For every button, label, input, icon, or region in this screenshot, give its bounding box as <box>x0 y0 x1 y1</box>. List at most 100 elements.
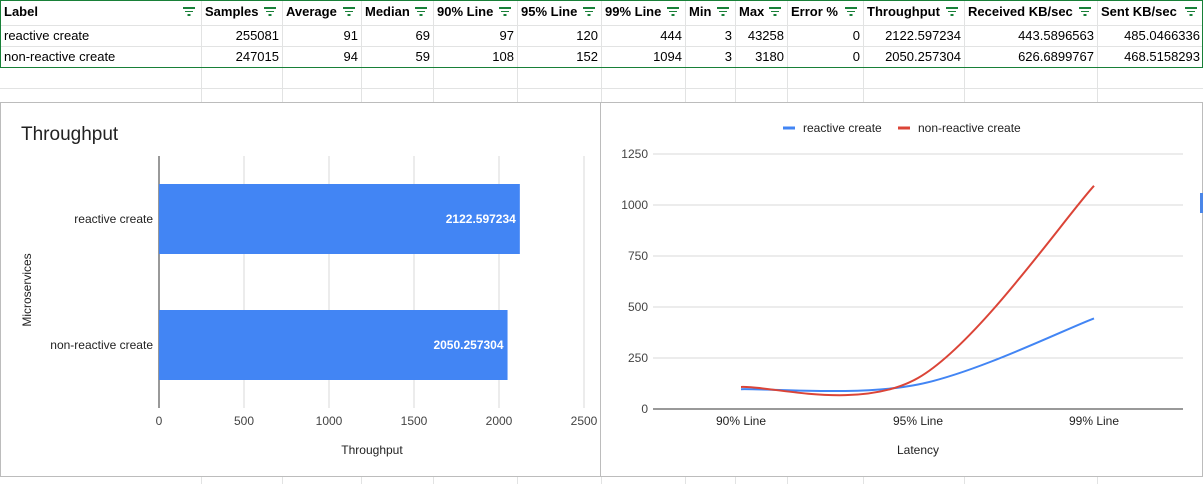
x-axis-title: Throughput <box>341 443 403 457</box>
table-cell[interactable]: 152 <box>576 49 598 64</box>
column-header-label: Sent KB/sec <box>1101 4 1177 19</box>
table-cell[interactable]: 626.6899767 <box>1018 49 1094 64</box>
x-tick-label: 500 <box>234 414 254 428</box>
column-header[interactable]: Average <box>282 0 361 23</box>
filter-icon[interactable] <box>667 7 679 16</box>
table-cell[interactable]: 247015 <box>235 49 279 64</box>
table-cell[interactable]: 2122.597234 <box>885 28 961 43</box>
x-category-label: 99% Line <box>1069 414 1119 428</box>
column-header-label: Received KB/sec <box>968 4 1073 19</box>
column-header[interactable]: Error % <box>787 0 863 23</box>
table-cell[interactable]: 108 <box>492 49 514 64</box>
y-tick-label: 1000 <box>621 198 648 212</box>
table-cell[interactable]: 0 <box>852 28 860 43</box>
x-tick-label: 1500 <box>401 414 428 428</box>
filter-icon[interactable] <box>499 7 511 16</box>
chart-title: Throughput <box>21 124 119 145</box>
x-category-label: 90% Line <box>716 414 766 428</box>
filter-icon[interactable] <box>343 7 355 16</box>
column-header[interactable]: Received KB/sec <box>964 0 1097 23</box>
latency-line-chart[interactable]: 0 250 500 750 1000 1250 90% Line 95% Line 99% Li… <box>600 102 1203 477</box>
y-tick-label: 1250 <box>621 147 648 161</box>
row-label-cell[interactable]: non-reactive create <box>4 49 116 64</box>
column-header-label: Median <box>365 4 410 19</box>
column-header-label: 90% Line <box>437 4 494 19</box>
row-gridline <box>0 88 1203 89</box>
column-header[interactable]: 99% Line <box>601 0 685 23</box>
filter-icon[interactable] <box>183 7 195 16</box>
filter-icon[interactable] <box>415 7 427 16</box>
bar-data-label: 2122.597234 <box>446 212 516 226</box>
column-header[interactable]: Label <box>0 0 201 23</box>
column-header-label: Max <box>739 4 765 19</box>
row-gridline <box>0 46 1203 47</box>
series-line <box>740 317 1095 393</box>
column-header[interactable]: Median <box>361 0 433 23</box>
table-cell[interactable]: 69 <box>415 28 430 43</box>
y-category-label: reactive create <box>74 212 153 226</box>
table-cell[interactable]: 43258 <box>747 28 784 43</box>
table-cell[interactable]: 485.0466336 <box>1124 28 1200 43</box>
bar <box>159 310 508 380</box>
y-tick-label: 0 <box>641 402 648 416</box>
legend-label: non-reactive create <box>918 121 1021 135</box>
x-tick-label: 1000 <box>316 414 343 428</box>
bar <box>159 184 520 254</box>
y-axis-title: Microservices <box>20 253 34 326</box>
column-header[interactable]: 95% Line <box>517 0 601 23</box>
filter-icon[interactable] <box>769 7 781 16</box>
column-header[interactable]: Throughput <box>863 0 964 23</box>
column-header[interactable]: Sent KB/sec <box>1097 0 1203 23</box>
y-tick-label: 750 <box>628 249 648 263</box>
column-header-label: 95% Line <box>521 4 578 19</box>
table-cell[interactable]: 59 <box>415 49 430 64</box>
column-header-label: Error % <box>791 4 838 19</box>
table-cell[interactable]: 91 <box>343 28 358 43</box>
table-cell[interactable]: 443.5896563 <box>1018 28 1094 43</box>
bar-data-label: 2050.257304 <box>433 338 503 352</box>
legend-label: reactive create <box>803 121 882 135</box>
column-header-label: Label <box>4 4 38 19</box>
x-tick-label: 2500 <box>571 414 598 428</box>
table-cell[interactable]: 0 <box>852 49 860 64</box>
x-axis-title: Latency <box>897 443 939 457</box>
column-header-label: Samples <box>205 4 259 19</box>
throughput-bar-chart[interactable]: Throughput 0 500 1000 1500 2000 2500 2122.59723… <box>0 102 602 477</box>
table-cell[interactable]: 468.5158293 <box>1124 49 1200 64</box>
column-header-label: 99% Line <box>605 4 662 19</box>
column-header-label: Average <box>286 4 337 19</box>
x-tick-label: 2000 <box>486 414 513 428</box>
column-header[interactable]: Max <box>735 0 787 23</box>
table-cell[interactable]: 94 <box>343 49 358 64</box>
x-tick-label: 0 <box>156 414 163 428</box>
filter-icon[interactable] <box>946 7 958 16</box>
table-cell[interactable]: 2050.257304 <box>885 49 961 64</box>
column-header-label: Throughput <box>867 4 940 19</box>
row-label-cell[interactable]: reactive create <box>4 28 90 43</box>
table-cell[interactable]: 444 <box>660 28 682 43</box>
row-gridline <box>0 67 1203 68</box>
column-header[interactable]: Min <box>685 0 735 23</box>
filter-icon[interactable] <box>845 7 857 16</box>
table-cell[interactable]: 97 <box>499 28 514 43</box>
filter-icon[interactable] <box>583 7 595 16</box>
filter-icon[interactable] <box>717 7 729 16</box>
table-cell[interactable]: 1094 <box>653 49 682 64</box>
x-category-label: 95% Line <box>893 414 943 428</box>
row-gridline <box>0 25 1203 26</box>
table-cell[interactable]: 3 <box>724 28 732 43</box>
table-cell[interactable]: 3 <box>724 49 732 64</box>
filter-icon[interactable] <box>1079 7 1091 16</box>
filter-icon[interactable] <box>264 7 276 16</box>
table-cell[interactable]: 255081 <box>235 28 279 43</box>
table-cell[interactable]: 120 <box>576 28 598 43</box>
filter-icon[interactable] <box>1185 7 1197 16</box>
y-tick-label: 250 <box>628 351 648 365</box>
throughput-chart-svg: Throughput 0 500 1000 1500 2000 2500 2122.59723… <box>20 124 598 457</box>
column-header[interactable]: Samples <box>201 0 282 23</box>
y-tick-label: 500 <box>628 300 648 314</box>
column-header[interactable]: 90% Line <box>433 0 517 23</box>
side-panel-handle[interactable] <box>1200 193 1203 213</box>
y-category-label: non-reactive create <box>50 338 153 352</box>
table-cell[interactable]: 3180 <box>755 49 784 64</box>
